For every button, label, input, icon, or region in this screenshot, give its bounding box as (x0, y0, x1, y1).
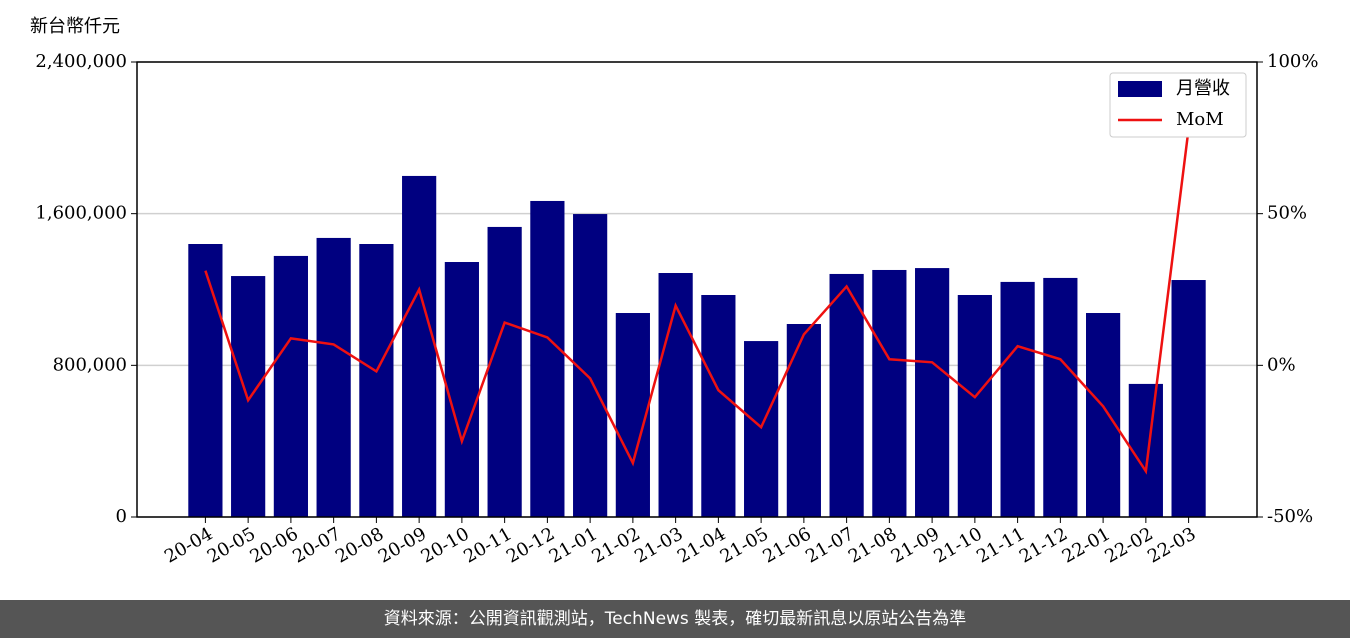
y-tick-label: 0 (116, 506, 127, 527)
source-note: 資料來源：公開資訊觀測站，TechNews 製表，確切最新訊息以原站公告為準 (0, 600, 1350, 638)
x-tick-label: 22-02 (1101, 523, 1156, 567)
bar (1128, 383, 1163, 517)
x-tick-label: 22-03 (1144, 523, 1199, 567)
x-tick-label: 21-08 (845, 523, 900, 567)
y2-tick-label: 0% (1267, 354, 1296, 375)
x-tick-label: 21-06 (759, 523, 814, 567)
bar (744, 341, 779, 517)
bar (1171, 280, 1206, 517)
y2-tick-label: -50% (1267, 506, 1313, 527)
bar (829, 273, 864, 517)
x-tick-label: 20-08 (332, 523, 387, 567)
plot-frame (136, 61, 1258, 518)
bar (1043, 277, 1078, 517)
x-tick-label: 20-12 (503, 523, 558, 567)
bar (573, 214, 608, 517)
bar (957, 294, 992, 517)
bar (316, 237, 351, 517)
y-axis-label: 新台幣仟元 (30, 16, 120, 37)
bar (188, 244, 223, 517)
bar (786, 324, 821, 517)
x-tick-label: 21-07 (802, 523, 857, 567)
bar (359, 244, 394, 517)
x-tick-label: 20-09 (375, 523, 430, 567)
chart: 新台幣仟元 0 800,000 1,600,000 2,400,000 -50% 0% 50… (30, 16, 1318, 568)
x-tick-label: 21-03 (631, 523, 686, 567)
line (204, 128, 1190, 475)
x-tick-label: 20-04 (161, 523, 216, 567)
bar (402, 175, 437, 518)
y-tick-label: 1,600,000 (35, 203, 127, 224)
y-tick-label: 2,400,000 (35, 51, 127, 72)
bar (487, 226, 522, 517)
bar (701, 294, 736, 517)
bar (273, 255, 308, 517)
bar (615, 313, 650, 517)
y2-tick-label: 100% (1267, 51, 1318, 72)
x-tick-label: 21-01 (546, 523, 601, 567)
x-tick-label: 20-07 (289, 523, 344, 567)
bar (1000, 281, 1035, 517)
y2-tick-label: 50% (1267, 203, 1307, 224)
x-tick-label: 20-06 (246, 523, 301, 567)
x-tick-label: 21-04 (674, 523, 729, 567)
x-tick-label: 21-02 (588, 523, 643, 567)
x-tick-label: 21-11 (973, 523, 1028, 567)
bar (872, 269, 907, 517)
bar (1086, 313, 1121, 517)
x-tick-label: 21-09 (888, 523, 943, 567)
x-tick-label: 20-05 (204, 523, 259, 567)
x-tick-label: 20-10 (417, 523, 472, 567)
legend-swatch (1118, 81, 1162, 97)
bar (658, 273, 693, 517)
legend-label: MoM (1176, 109, 1224, 130)
legend-label: 月營收 (1176, 78, 1230, 99)
x-tick-label: 21-12 (1016, 523, 1071, 567)
bar (915, 268, 950, 517)
x-tick-label: 21-10 (930, 523, 985, 567)
y-tick-label: 800,000 (53, 354, 127, 375)
bar (444, 262, 479, 517)
bar (530, 200, 565, 517)
x-tick-label: 20-11 (460, 523, 515, 567)
x-tick-label: 22-01 (1059, 523, 1114, 567)
x-tick-label: 21-05 (717, 523, 772, 567)
